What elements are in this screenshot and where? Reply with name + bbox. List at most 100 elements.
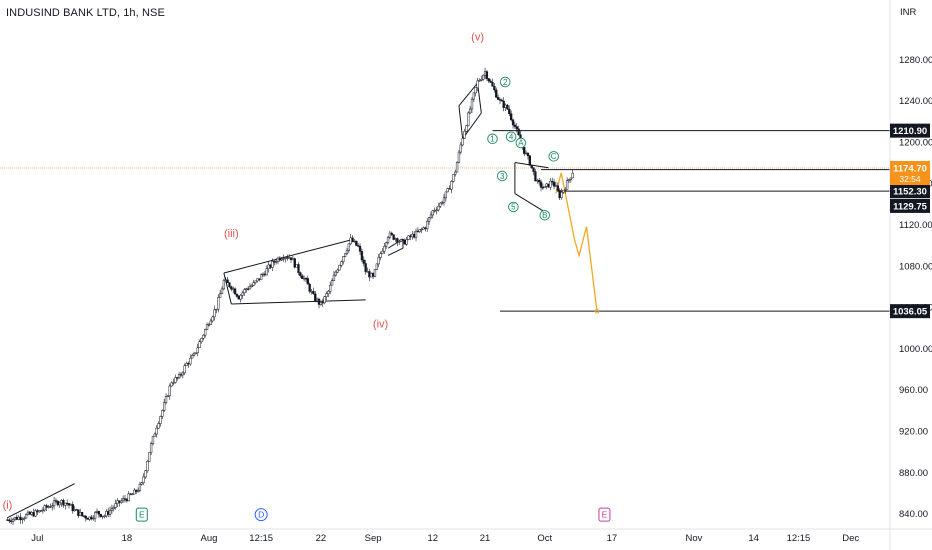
y-tick-label: 840.00: [899, 509, 928, 520]
candle-body: [278, 257, 281, 261]
candle-body: [149, 443, 153, 453]
candle-body: [51, 505, 54, 508]
wedge-v-top: [477, 82, 482, 114]
candle-body: [258, 278, 261, 280]
degree-marker-label: E: [139, 510, 145, 520]
wave-label-circle: [505, 131, 517, 142]
candle-body: [329, 284, 332, 292]
candle-body: [114, 503, 117, 508]
candle-body: [543, 185, 546, 188]
candle-body: [282, 258, 285, 260]
candle-body: [357, 245, 360, 247]
candle-body: [526, 152, 530, 157]
current-price-tag-bg: [890, 161, 930, 186]
candle-body: [349, 237, 352, 245]
candle-body: [385, 242, 388, 247]
candle-body: [355, 240, 358, 246]
candle-body: [105, 511, 108, 517]
candle-body: [532, 167, 535, 172]
candle-body: [416, 230, 420, 233]
candle-body: [567, 179, 571, 181]
wave-label-red: (iii): [224, 228, 239, 240]
candle-body: [95, 510, 99, 513]
candle-body: [47, 506, 50, 508]
candle-body: [93, 512, 97, 519]
candle-body: [239, 294, 242, 300]
candle-body: [515, 126, 518, 130]
candle-body: [64, 502, 67, 506]
candle-body: [220, 288, 224, 294]
degree-marker-shape: [598, 507, 611, 522]
candle-body: [34, 510, 37, 517]
candle-body: [60, 499, 63, 504]
candle-body: [470, 98, 474, 110]
candle-body: [362, 259, 365, 264]
degree-marker-shape: [135, 507, 148, 522]
candle-body: [496, 97, 500, 100]
candle-body: [45, 505, 48, 508]
candle-body: [185, 362, 188, 366]
candle-body: [409, 235, 412, 238]
candle-body: [183, 365, 186, 374]
candle-body: [457, 151, 461, 163]
level-price-tag-bg: [890, 184, 930, 199]
candle-body: [155, 427, 158, 435]
candle-body: [101, 515, 104, 518]
x-tick-label: 14: [748, 533, 759, 544]
candle-body: [142, 476, 145, 483]
wave-label-circle: [515, 137, 527, 149]
candle-body: [482, 74, 485, 80]
candle-body: [301, 275, 304, 279]
wave-label-green: C: [551, 152, 557, 161]
candle-body: [502, 100, 505, 108]
candle-body: [381, 251, 384, 254]
candle-body: [444, 191, 448, 199]
candle-body: [49, 506, 52, 508]
wedge-v-right: [462, 112, 482, 140]
wave-label-green: 2: [503, 78, 508, 87]
wave-label-green: 1: [490, 135, 495, 144]
candle-body: [163, 402, 166, 411]
candle-body: [62, 499, 65, 506]
candle-body: [375, 263, 378, 270]
x-tick-label: 17: [607, 533, 618, 544]
candle-body: [347, 243, 351, 251]
candle-body: [468, 108, 472, 114]
candle-body: [413, 233, 416, 238]
candle-body: [97, 510, 101, 515]
wave-label-red: (v): [471, 32, 484, 44]
candle-body: [569, 177, 573, 180]
candle-body: [323, 296, 326, 304]
candle-body: [528, 155, 531, 166]
candle-body: [368, 271, 371, 278]
candle-body: [256, 278, 259, 282]
candle-body: [463, 131, 466, 139]
candle-body: [237, 296, 240, 300]
annotation-lines: [7, 82, 890, 519]
candle-body: [243, 289, 246, 294]
candle-body: [506, 104, 509, 110]
candle-body: [517, 128, 520, 136]
candle-body: [252, 282, 255, 286]
x-tick-label: 12:15: [787, 533, 811, 544]
wave-label-circle: [539, 209, 550, 221]
candle-body: [513, 124, 517, 127]
candle-body: [565, 180, 569, 190]
candle-body: [440, 202, 444, 204]
candle-body: [6, 519, 9, 521]
candle-body: [364, 263, 367, 272]
candle-body: [116, 500, 119, 504]
x-tick-label: 21: [480, 533, 491, 544]
wave-label-circle: [499, 76, 511, 88]
candle-body: [121, 498, 125, 502]
candle-body: [90, 516, 93, 520]
candle-body: [88, 516, 91, 520]
candle-body: [306, 278, 309, 285]
candle-body: [291, 258, 295, 261]
small-flag-bottom: [387, 247, 404, 256]
candle-body: [235, 293, 239, 297]
candle-body: [487, 78, 490, 82]
candle-body: [153, 433, 156, 437]
